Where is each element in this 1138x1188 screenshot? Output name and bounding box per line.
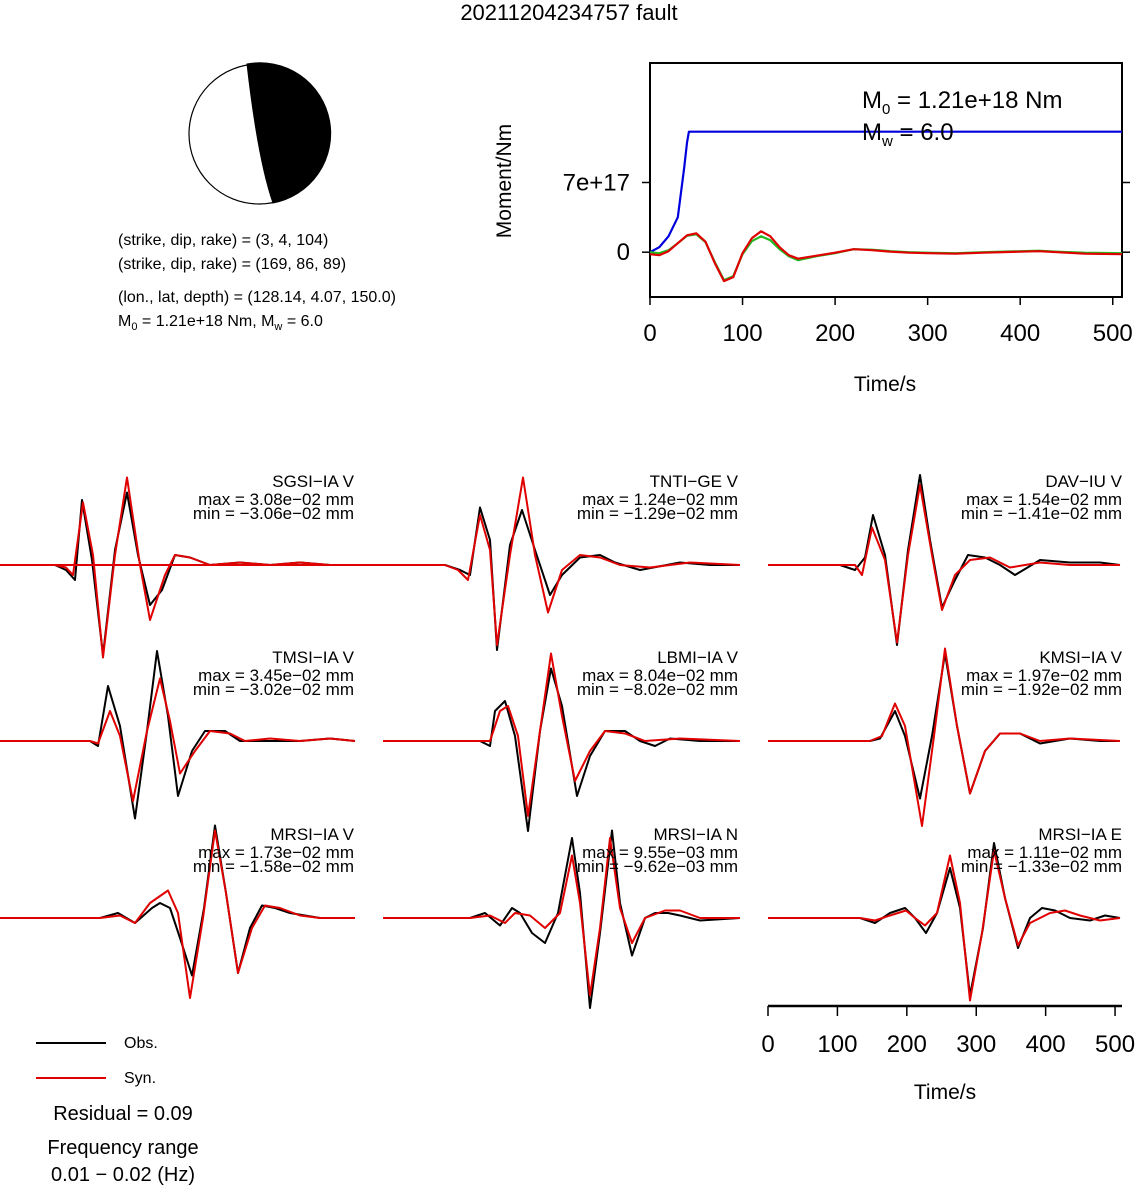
waveform-station-label: MRSI−IA V (270, 825, 354, 844)
location-info: (lon., lat, depth) = (128.14, 4.07, 150.… (118, 289, 396, 306)
legend-obs-label: Obs. (124, 1035, 158, 1052)
moment-series-0 (649, 130, 1122, 254)
time-axis-tick-label: 0 (761, 1031, 774, 1058)
waveform-station-label: MRSI−IA E (1038, 825, 1122, 844)
time-axis-tick-label: 500 (1095, 1031, 1135, 1058)
waveform-syn-trace (383, 652, 741, 817)
time-axis-tick-label: 200 (887, 1031, 927, 1058)
waveform-min-label: min = −9.62e−03 mm (577, 857, 738, 876)
waveform-obs-trace (0, 650, 356, 820)
waveform-max-label: max = 1.24e−02 mm (582, 490, 738, 509)
moment-annotation-mw: Mw = 6.0 (862, 119, 954, 150)
time-axis-tick-label: 300 (956, 1031, 996, 1058)
waveform-max-label: max = 1.54e−02 mm (966, 490, 1122, 509)
waveform-obs-trace (383, 667, 740, 832)
waveform-max-label: max = 1.11e−02 mm (967, 843, 1122, 862)
waveform-station-label: TNTI−GE V (650, 472, 739, 491)
magnitude-info: M0 = 1.21e+18 Nm, Mw = 6.0 (118, 313, 323, 334)
moment-x-tick-label: 400 (1000, 320, 1040, 347)
waveform-station-label: MRSI−IA N (653, 825, 738, 844)
residual-text: Residual = 0.09 (53, 1103, 193, 1125)
time-axis-tick-label: 400 (1026, 1031, 1066, 1058)
waveform-max-label: max = 3.45e−02 mm (198, 666, 354, 685)
waveform-max-label: max = 9.55e−03 mm (582, 843, 738, 862)
waveform-station-label: LBMI−IA V (657, 648, 738, 667)
moment-x-tick-label: 500 (1093, 320, 1133, 347)
waveform-min-label: min = −1.29e−02 mm (577, 504, 738, 523)
frequency-range-value: 0.01 − 0.02 (Hz) (51, 1164, 195, 1186)
waveform-max-label: max = 8.04e−02 mm (582, 666, 738, 685)
waveform-x-axis-label: Time/s (913, 1081, 977, 1104)
moment-y-tick-label: 0 (617, 239, 630, 266)
waveform-max-label: max = 1.73e−02 mm (198, 843, 354, 862)
moment-x-axis-label: Time/s (853, 373, 917, 396)
page-title: 20211204234757 fault (460, 0, 678, 25)
beachball-compressional-quadrant (246, 62, 332, 204)
waveform-syn-trace (0, 677, 356, 802)
waveform-station-label: SGSI−IA V (272, 472, 354, 491)
moment-plot-frame (649, 62, 1123, 298)
waveform-min-label: min = −8.02e−02 mm (577, 680, 738, 699)
nodal-plane-2: (strike, dip, rake) = (169, 86, 89) (118, 256, 347, 273)
waveform-min-label: min = −3.02e−02 mm (193, 680, 354, 699)
waveform-time-axis: 0 100 200 300 400 500 (761, 1004, 1135, 1058)
waveform-min-label: min = −1.58e−02 mm (193, 857, 354, 876)
time-axis-tick-label: 100 (817, 1031, 857, 1058)
waveform-max-label: max = 1.97e−02 mm (966, 666, 1122, 685)
waveform-min-label: min = −1.92e−02 mm (961, 680, 1122, 699)
moment-x-tick-label: 300 (908, 320, 948, 347)
nodal-plane-1: (strike, dip, rake) = (3, 4, 104) (118, 232, 329, 249)
moment-x-tick-label: 200 (815, 320, 855, 347)
waveform-syn-trace (0, 829, 355, 999)
waveform-syn-trace (768, 647, 1121, 827)
moment-x-tick-label: 0 (643, 320, 656, 347)
waveform-min-label: min = −1.41e−02 mm (961, 504, 1122, 523)
moment-x-tick-label: 100 (723, 320, 763, 347)
moment-chart-series (649, 130, 1123, 283)
legend-syn-label: Syn. (124, 1070, 157, 1087)
moment-chart-axes: 0 100 200 300 400 500 0 7e+17 (563, 62, 1133, 347)
waveform-max-label: max = 3.08e−02 mm (198, 490, 354, 509)
waveform-min-label: min = −3.06e−02 mm (193, 504, 354, 523)
waveform-syn-trace (383, 837, 740, 997)
waveform-station-label: KMSI−IA V (1039, 648, 1122, 667)
waveform-syn-trace (768, 849, 1121, 1002)
moment-series-2 (649, 230, 1123, 283)
moment-chart: 0 100 200 300 400 500 0 7e+17 (563, 62, 1133, 347)
waveform-station-label: DAV−IU V (1045, 472, 1122, 491)
waveform-min-label: min = −1.33e−02 mm (961, 857, 1122, 876)
frequency-range-title: Frequency range (47, 1137, 199, 1159)
moment-y-tick-label: 7e+17 (563, 169, 630, 196)
moment-annotation-m0: M0 = 1.21e+18 Nm (862, 87, 1063, 118)
waveform-syn-trace (768, 484, 1120, 644)
waveform-station-label: TMSI−IA V (272, 648, 354, 667)
waveform-syn-trace (0, 476, 741, 646)
